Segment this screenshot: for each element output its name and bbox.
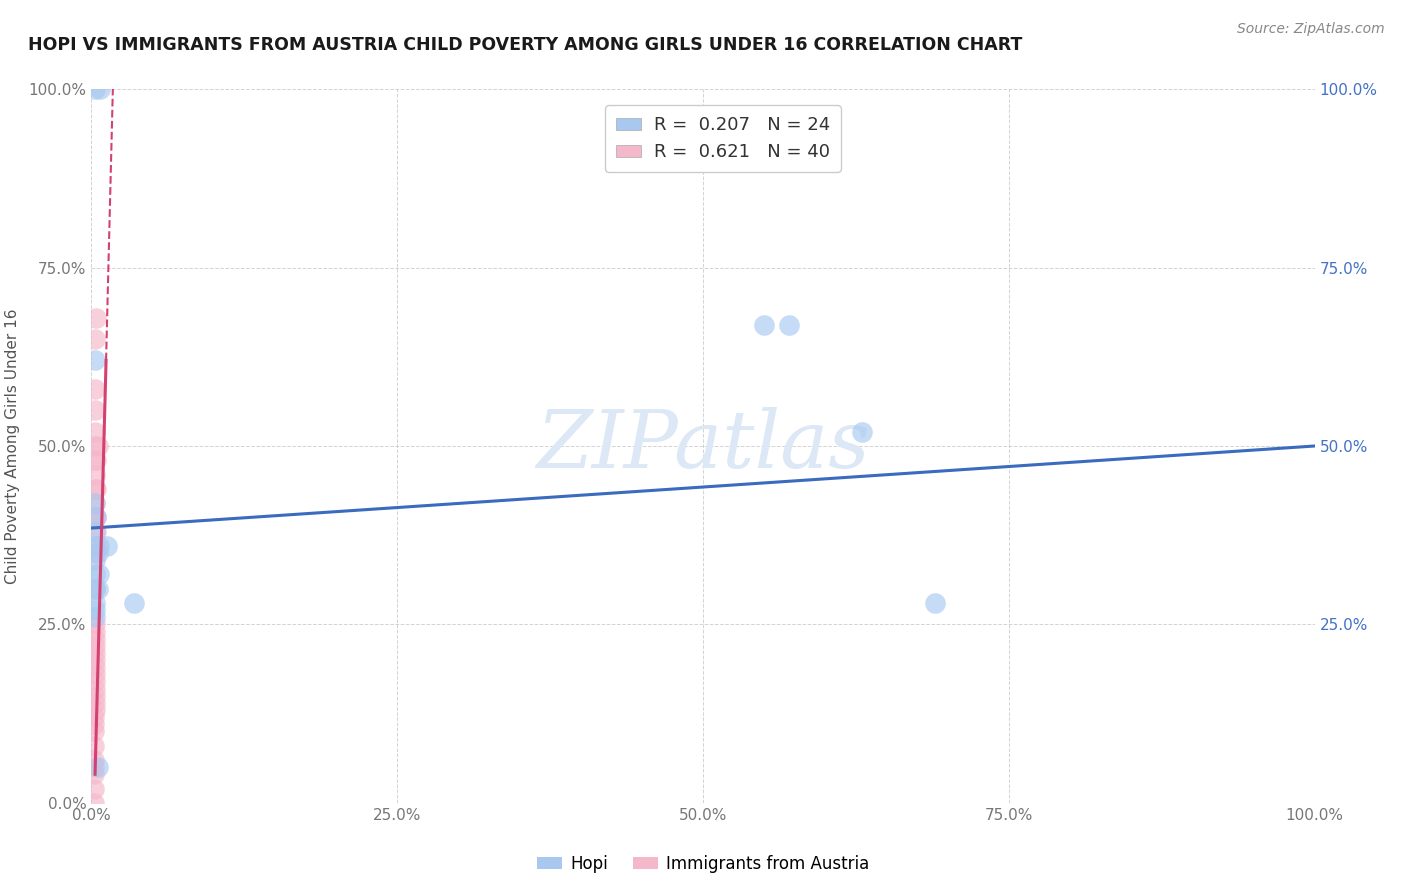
- Text: ZIPatlas: ZIPatlas: [536, 408, 870, 484]
- Point: [84, 660, 107, 674]
- Point: [84, 617, 107, 632]
- Text: Source: ZipAtlas.com: Source: ZipAtlas.com: [1237, 22, 1385, 37]
- Point: [84, 582, 107, 596]
- Point: [84, 524, 107, 539]
- Point: [84, 653, 107, 667]
- Point: [84, 82, 107, 96]
- Point: [84, 667, 107, 681]
- Point: [84, 332, 107, 346]
- Point: [84, 510, 107, 524]
- Text: HOPI VS IMMIGRANTS FROM AUSTRIA CHILD POVERTY AMONG GIRLS UNDER 16 CORRELATION C: HOPI VS IMMIGRANTS FROM AUSTRIA CHILD PO…: [28, 36, 1022, 54]
- Y-axis label: Child Poverty Among Girls Under 16: Child Poverty Among Girls Under 16: [6, 309, 20, 583]
- Point: [86, 582, 108, 596]
- Point: [84, 582, 107, 596]
- Point: [83, 710, 105, 724]
- Point: [851, 425, 873, 439]
- Point: [84, 696, 107, 710]
- Point: [83, 760, 105, 774]
- Point: [84, 632, 107, 646]
- Point: [84, 524, 107, 539]
- Point: [754, 318, 776, 332]
- Point: [86, 439, 108, 453]
- Legend: Hopi, Immigrants from Austria: Hopi, Immigrants from Austria: [530, 848, 876, 880]
- Point: [84, 382, 107, 396]
- Point: [83, 767, 105, 781]
- Point: [122, 596, 145, 610]
- Point: [84, 453, 107, 467]
- Point: [87, 539, 110, 553]
- Point: [924, 596, 946, 610]
- Point: [83, 724, 105, 739]
- Point: [84, 603, 107, 617]
- Point: [83, 781, 105, 796]
- Point: [96, 539, 118, 553]
- Point: [86, 546, 108, 560]
- Point: [83, 739, 105, 753]
- Point: [84, 496, 107, 510]
- Point: [84, 482, 107, 496]
- Point: [84, 674, 107, 689]
- Point: [84, 546, 107, 560]
- Point: [84, 681, 107, 696]
- Point: [778, 318, 800, 332]
- Point: [84, 403, 107, 417]
- Point: [84, 703, 107, 717]
- Point: [83, 717, 105, 731]
- Point: [84, 567, 107, 582]
- Legend: R =  0.207   N = 24, R =  0.621   N = 40: R = 0.207 N = 24, R = 0.621 N = 40: [605, 105, 841, 172]
- Point: [84, 553, 107, 567]
- Point: [84, 453, 107, 467]
- Point: [84, 439, 107, 453]
- Point: [84, 482, 107, 496]
- Point: [84, 496, 107, 510]
- Point: [84, 596, 107, 610]
- Point: [84, 689, 107, 703]
- Point: [84, 353, 107, 368]
- Point: [84, 425, 107, 439]
- Point: [83, 753, 105, 767]
- Point: [84, 624, 107, 639]
- Point: [84, 510, 107, 524]
- Point: [84, 310, 107, 325]
- Point: [87, 567, 110, 582]
- Point: [84, 467, 107, 482]
- Point: [84, 539, 107, 553]
- Point: [89, 82, 111, 96]
- Point: [84, 639, 107, 653]
- Point: [86, 760, 108, 774]
- Point: [84, 510, 107, 524]
- Point: [83, 796, 105, 810]
- Point: [84, 610, 107, 624]
- Point: [84, 646, 107, 660]
